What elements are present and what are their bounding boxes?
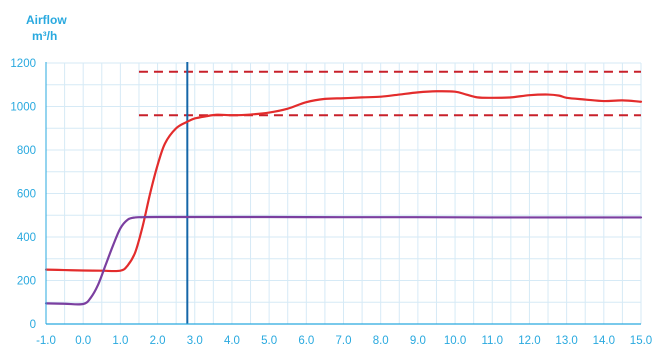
x-tick-label: 3.0 bbox=[187, 335, 203, 345]
y-tick-label: 800 bbox=[17, 145, 36, 157]
y-tick-label: 400 bbox=[17, 232, 36, 244]
x-tick-label: 6.0 bbox=[298, 335, 314, 345]
x-tick-label: 1.0 bbox=[112, 335, 128, 345]
y-tick-label: 200 bbox=[17, 276, 36, 288]
x-tick-label: 2.0 bbox=[150, 335, 166, 345]
chart-title-unit: m³/h bbox=[32, 29, 57, 43]
x-tick-label: 7.0 bbox=[336, 335, 352, 345]
x-tick-label: 9.0 bbox=[410, 335, 426, 345]
x-tick-label: 0.0 bbox=[75, 335, 91, 345]
series-line-purple bbox=[44, 215, 643, 306]
x-tick-label: 10.0 bbox=[444, 335, 466, 345]
chart-title-airflow: Airflow bbox=[26, 13, 67, 27]
x-tick-label: 5.0 bbox=[261, 335, 277, 345]
x-tick-label: 14.0 bbox=[593, 335, 615, 345]
x-tick-label: 15.0 bbox=[630, 335, 652, 345]
y-tick-label: 0 bbox=[30, 319, 36, 331]
y-tick-label: 1000 bbox=[10, 102, 36, 114]
x-tick-label: 12.0 bbox=[518, 335, 540, 345]
x-tick-label: 8.0 bbox=[373, 335, 389, 345]
y-tick-label: 1200 bbox=[10, 58, 36, 70]
series-lines bbox=[44, 90, 643, 306]
x-tick-label: -1.0 bbox=[36, 335, 56, 345]
axes bbox=[45, 62, 641, 325]
series-line-red bbox=[44, 90, 643, 273]
x-tick-label: 4.0 bbox=[224, 335, 240, 345]
x-tick-label: 11.0 bbox=[481, 335, 503, 345]
y-tick-label: 600 bbox=[17, 189, 36, 201]
x-tick-label: 13.0 bbox=[555, 335, 577, 345]
y-axis-ticks: 0 200 400 600 800 1000 1200 bbox=[10, 58, 36, 331]
x-axis-ticks: -1.0 0.0 1.0 2.0 3.0 4.0 5.0 6.0 7.0 8.0 9.0 10.0 11… bbox=[36, 335, 652, 345]
grid-lines bbox=[45, 62, 642, 325]
